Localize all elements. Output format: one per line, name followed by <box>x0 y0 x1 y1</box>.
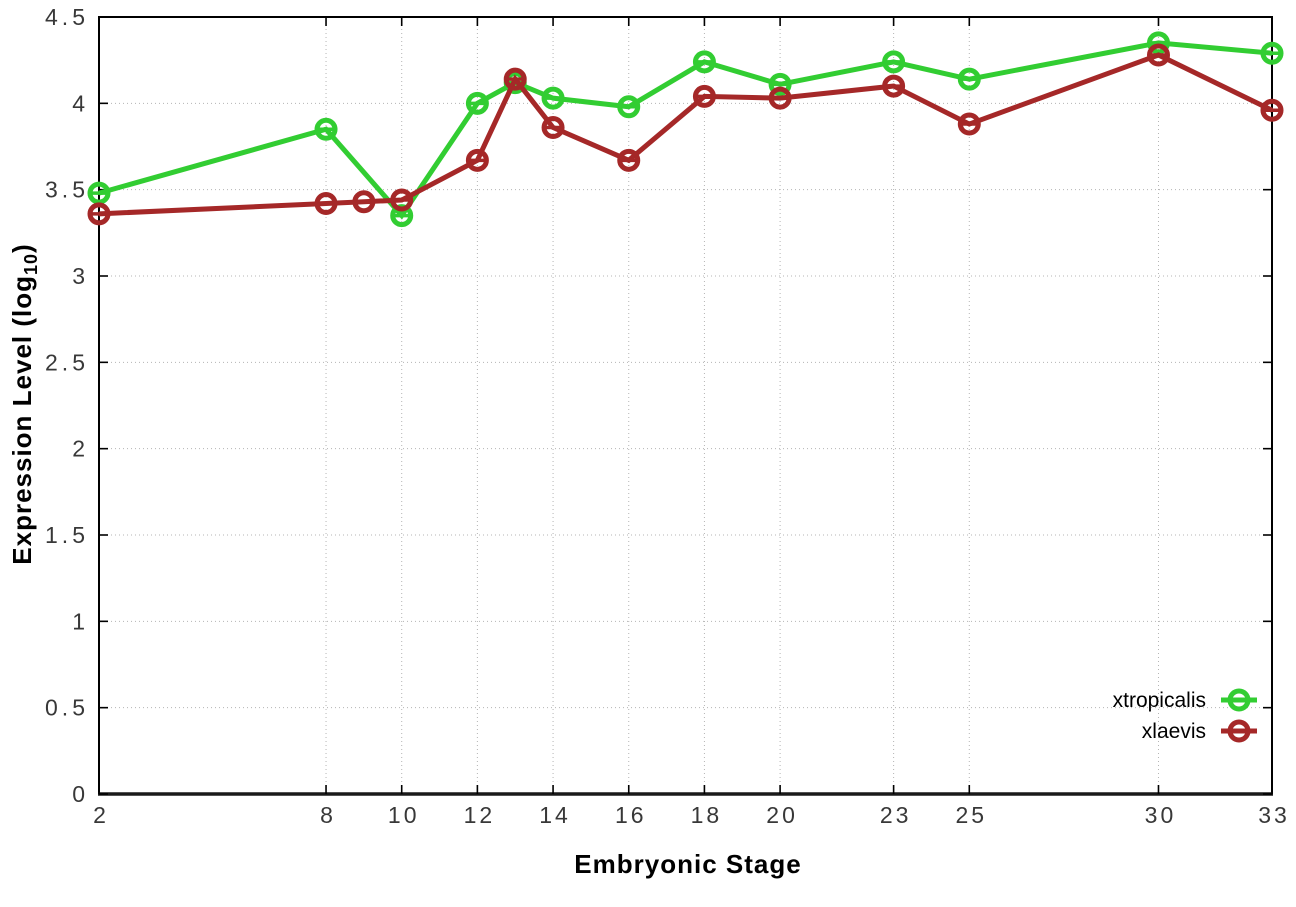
data-point-xlaevis <box>882 74 906 98</box>
data-point-xlaevis <box>465 148 489 172</box>
data-point-xtropicalis <box>87 181 111 205</box>
data-point-xlaevis <box>503 67 527 91</box>
series-line-xlaevis <box>98 52 1274 217</box>
data-point-xtropicalis <box>541 86 565 110</box>
data-point-xtropicalis <box>882 50 906 74</box>
y-tick-label: 3 <box>72 263 89 289</box>
y-tick-label: 3.5 <box>45 177 89 203</box>
x-tick-label: 23 <box>880 802 912 828</box>
x-tick-label: 20 <box>766 802 798 828</box>
data-point-xlaevis <box>692 84 716 108</box>
data-point-xlaevis <box>314 191 338 215</box>
y-tick-label: 1.5 <box>45 522 89 548</box>
y-tick-label: 2.5 <box>45 349 89 375</box>
data-point-xtropicalis <box>465 91 489 115</box>
legend-label-xlaevis: xlaevis <box>1142 720 1206 743</box>
legend-marker-xlaevis <box>1227 719 1251 743</box>
data-point-xlaevis <box>768 86 792 110</box>
data-point-xtropicalis <box>957 67 981 91</box>
x-tick-label: 12 <box>464 802 496 828</box>
series-line-xtropicalis <box>98 40 1273 220</box>
x-tick-label: 2 <box>93 802 109 828</box>
x-tick-label: 33 <box>1258 802 1290 828</box>
y-axis-label-suffix: ) <box>7 243 37 253</box>
y-axis-label-subscript: 10 <box>21 252 42 275</box>
y-tick-label: 0.5 <box>45 695 89 721</box>
x-tick-label: 18 <box>691 802 723 828</box>
y-axis-label-text: Expression Level (log <box>7 274 37 565</box>
data-point-xtropicalis <box>314 117 338 141</box>
x-tick-label: 14 <box>539 802 571 828</box>
data-point-xlaevis <box>617 148 641 172</box>
x-tick-label: 25 <box>955 802 987 828</box>
data-point-xtropicalis <box>692 50 716 74</box>
x-tick-label: 8 <box>320 802 336 828</box>
data-point-xlaevis <box>1260 98 1284 122</box>
y-tick-label: 2 <box>72 436 89 462</box>
x-tick-label: 30 <box>1145 802 1177 828</box>
x-axis-label: Embryonic Stage <box>574 849 802 879</box>
data-point-xlaevis <box>541 116 565 140</box>
data-point-xlaevis <box>390 188 414 212</box>
data-point-xlaevis <box>957 112 981 136</box>
y-tick-label: 4.5 <box>45 4 89 30</box>
plot-border <box>98 16 1273 795</box>
data-point-xtropicalis <box>617 95 641 119</box>
data-point-xtropicalis <box>1260 41 1284 65</box>
y-tick-label: 0 <box>72 781 89 807</box>
y-tick-label: 4 <box>72 90 89 116</box>
data-point-xlaevis <box>352 190 376 214</box>
data-point-xtropicalis <box>768 72 792 96</box>
y-axis-label: Expression Level (log10) <box>7 154 49 654</box>
legend-label-xtropicalis: xtropicalis <box>1113 689 1206 712</box>
x-tick-label: 10 <box>388 802 420 828</box>
data-point-xlaevis <box>1146 43 1170 67</box>
x-tick-label: 16 <box>615 802 647 828</box>
legend-marker-xtropicalis <box>1227 688 1251 712</box>
y-tick-label: 1 <box>72 608 89 634</box>
data-point-xtropicalis <box>1146 31 1170 55</box>
data-point-xlaevis <box>87 202 111 226</box>
